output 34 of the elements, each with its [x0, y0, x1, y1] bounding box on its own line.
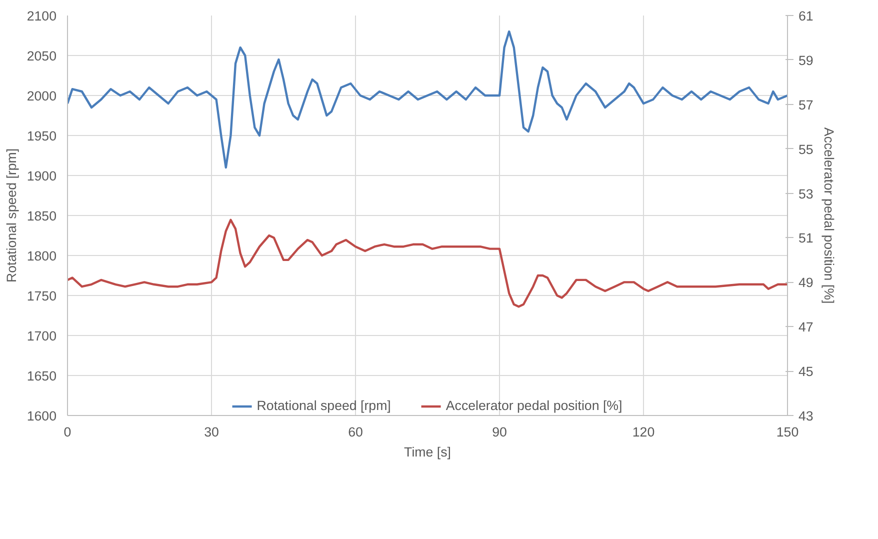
y-tick-label: 2000	[26, 88, 57, 104]
y2-tick-label: 53	[798, 186, 814, 202]
y2-tick-label: 43	[798, 408, 814, 424]
y2-tick-label: 55	[798, 142, 814, 157]
y-tick-label: 2050	[26, 48, 57, 64]
y-tick-label: 2100	[26, 8, 57, 24]
y2-tick-label: 47	[798, 320, 814, 335]
x-tick-label: 60	[348, 424, 363, 440]
y2-tick-label: 51	[798, 230, 814, 246]
y2-axis-title: Accelerator pedal position [%]	[821, 127, 836, 304]
x-tick-label: 0	[64, 424, 72, 440]
x-axis-title: Time [s]	[404, 444, 451, 460]
y-tick-label: 1600	[26, 408, 57, 424]
y-tick-label: 1750	[26, 288, 57, 304]
legend-label: Accelerator pedal position [%]	[446, 398, 622, 413]
x-tick-label: 90	[492, 424, 507, 440]
y2-tick-label: 45	[798, 364, 814, 380]
x-tick-label: 150	[776, 424, 799, 440]
legend-label: Rotational speed [rpm]	[256, 398, 391, 413]
y2-tick-label: 61	[798, 8, 814, 24]
y2-tick-label: 57	[798, 97, 814, 112]
y2-tick-label: 49	[798, 275, 814, 290]
y-tick-label: 1800	[26, 248, 57, 264]
y-axis-title: Rotational speed [rpm]	[4, 148, 19, 283]
x-tick-label: 30	[204, 424, 219, 440]
y-tick-label: 1850	[26, 208, 57, 224]
y-tick-label: 1950	[26, 128, 57, 144]
x-tick-label: 120	[632, 424, 655, 440]
line-series	[68, 30, 788, 169]
y-tick-label: 1900	[26, 168, 57, 184]
y2-tick-label: 59	[798, 52, 814, 68]
line-series	[68, 218, 788, 308]
y-tick-label: 1650	[26, 368, 57, 384]
y-tick-label: 1700	[26, 328, 57, 344]
